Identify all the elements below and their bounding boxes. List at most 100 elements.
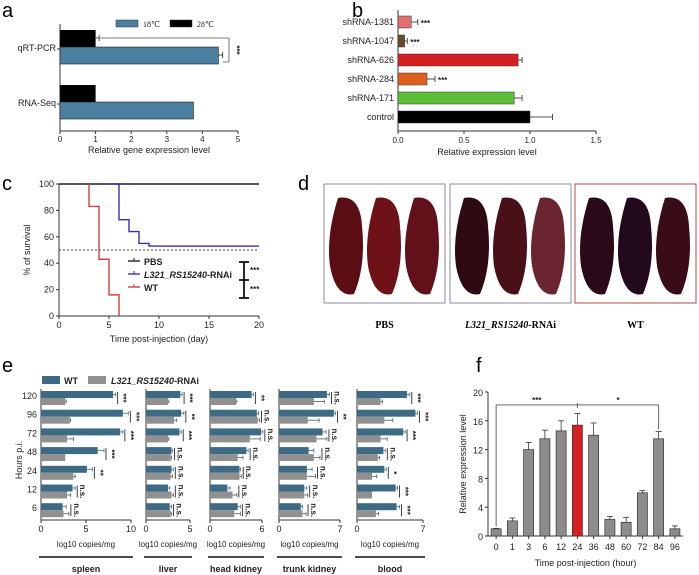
e-bar-wt xyxy=(357,391,407,398)
e-bar-wt xyxy=(279,409,334,417)
f-x-tick-label: 36 xyxy=(589,542,599,552)
e-bar-wt xyxy=(210,503,238,511)
c-legend-label-1-italic: L321_RS15240 xyxy=(144,270,207,280)
e-bar-rnai xyxy=(146,491,172,499)
e-bar-rnai xyxy=(279,416,308,424)
legend-label-1: 28℃ xyxy=(197,20,214,29)
e-bar-wt xyxy=(41,409,123,417)
e-bar-rnai xyxy=(146,454,171,462)
d-organ-image xyxy=(580,197,614,295)
b-x-axis-title: Relative expression level xyxy=(437,147,537,157)
e-bar-wt xyxy=(41,428,121,436)
d-group-label-1-text: -RNAi xyxy=(528,320,556,331)
a-bar-18C xyxy=(59,101,194,120)
a-bar-18C xyxy=(59,46,219,65)
e-sig-label: *** xyxy=(119,393,128,403)
f-y-tick-label: 12 xyxy=(473,446,483,456)
d-organ-image xyxy=(493,197,527,295)
e-bar-wt xyxy=(146,447,172,455)
e-bar-rnai xyxy=(279,510,303,518)
e-x-tick-label: 7 xyxy=(420,524,425,534)
c-x-axis-title: Time post-injection (day) xyxy=(110,334,208,344)
e-legend-label-wt: WT xyxy=(64,376,78,386)
c-y-tick-label: 0 xyxy=(49,311,54,321)
legend-label-0: 18℃ xyxy=(143,20,160,29)
c-x-tick-label: 20 xyxy=(254,320,264,330)
c-legend-label-1: L321_RS15240-RNAi xyxy=(144,270,232,280)
e-sig-label: n.s. xyxy=(309,503,318,517)
e-bar-rnai xyxy=(279,472,307,480)
panel-d-label: d xyxy=(298,173,309,195)
b-bar xyxy=(397,34,405,48)
e-bar-wt xyxy=(357,465,385,473)
e-bar-rnai xyxy=(279,491,305,499)
d-organ-image xyxy=(405,197,439,295)
e-bar-wt xyxy=(41,484,73,492)
a-x-axis-title: Relative gene expression level xyxy=(88,145,210,155)
f-x-tick-label: 84 xyxy=(654,542,664,552)
e-bar-wt xyxy=(210,428,262,436)
e-bar-rnai xyxy=(210,454,238,462)
e-bar-rnai xyxy=(146,510,171,518)
e-sig-label: *** xyxy=(413,393,422,403)
e-sig-label: n.s. xyxy=(311,485,320,499)
e-sig-label: * xyxy=(389,471,398,475)
e-sig-label: n.s. xyxy=(78,485,87,499)
f-bar xyxy=(523,449,535,537)
b-category-label: shRNA-626 xyxy=(347,55,394,65)
b-sig-label: *** xyxy=(410,38,420,47)
b-x-tick-label: 1.5 xyxy=(590,136,602,145)
e-x-axis-title: log10 copies/mg xyxy=(361,540,419,549)
e-bar-wt xyxy=(357,503,397,511)
panel-a-label: a xyxy=(2,0,14,22)
e-bar-rnai xyxy=(210,416,258,424)
e-sig-label: ** xyxy=(95,470,104,477)
e-legend-label-rnai-italic: L321_RS15240 xyxy=(111,376,174,386)
e-bar-wt xyxy=(357,428,404,436)
e-x-tick-label: 5 xyxy=(83,524,88,534)
f-y-tick-label: 8 xyxy=(478,474,483,484)
f-bar xyxy=(588,434,600,537)
f-y-tick-label: 16 xyxy=(473,417,483,427)
c-legend-label-1-text: -RNAi xyxy=(207,270,232,280)
f-x-tick-label: 72 xyxy=(637,542,647,552)
c-x-tick-label: 15 xyxy=(204,320,214,330)
a-bar-28C xyxy=(60,30,96,47)
a-x-tick-label: 4 xyxy=(200,135,205,144)
f-bar xyxy=(555,430,567,537)
e-bar-rnai xyxy=(41,454,66,462)
e-bar-wt xyxy=(210,391,252,398)
a-category-label: qRT-PCR xyxy=(18,43,57,53)
e-bar-wt xyxy=(357,484,396,492)
e-bar-rnai xyxy=(279,398,314,405)
b-bar xyxy=(397,53,519,67)
a-x-tick-label: 2 xyxy=(129,135,134,144)
e-legend-label-rnai-text: -RNAi xyxy=(174,376,199,386)
e-bar-wt xyxy=(41,391,113,398)
d-group-label-0: PBS xyxy=(375,320,394,331)
c-x-tick-label: 10 xyxy=(154,320,164,330)
f-x-tick-label: 1 xyxy=(510,542,515,552)
e-sig-label: n.s. xyxy=(333,391,342,405)
a-sig-label: *** xyxy=(232,45,241,55)
b-x-tick-label: 0.0 xyxy=(392,136,404,145)
e-x-tick-label: 5 xyxy=(187,524,192,534)
e-bar-wt xyxy=(41,465,87,473)
e-category-label: 48 xyxy=(27,447,37,457)
e-x-tick-label: 10 xyxy=(126,524,136,534)
c-legend-label-2-text: WT xyxy=(144,283,158,293)
panel-f-label: f xyxy=(476,355,482,377)
e-x-tick-label: 0 xyxy=(354,524,359,534)
e-bar-rnai xyxy=(41,398,66,405)
e-x-axis-title: log10 copies/mg xyxy=(139,540,197,549)
d-group-label-1: L321_RS15240-RNAi xyxy=(464,320,556,331)
e-sig-label: n.s. xyxy=(319,466,328,480)
e-bar-rnai xyxy=(210,491,233,499)
b-category-label: shRNA-1381 xyxy=(342,17,394,27)
e-facet-label: trunk kidney xyxy=(283,564,337,574)
d-group-label-2-text: WT xyxy=(627,320,644,331)
d-organ-image xyxy=(329,197,363,295)
e-category-label: 24 xyxy=(27,466,37,476)
f-x-tick-label: 12 xyxy=(556,542,566,552)
